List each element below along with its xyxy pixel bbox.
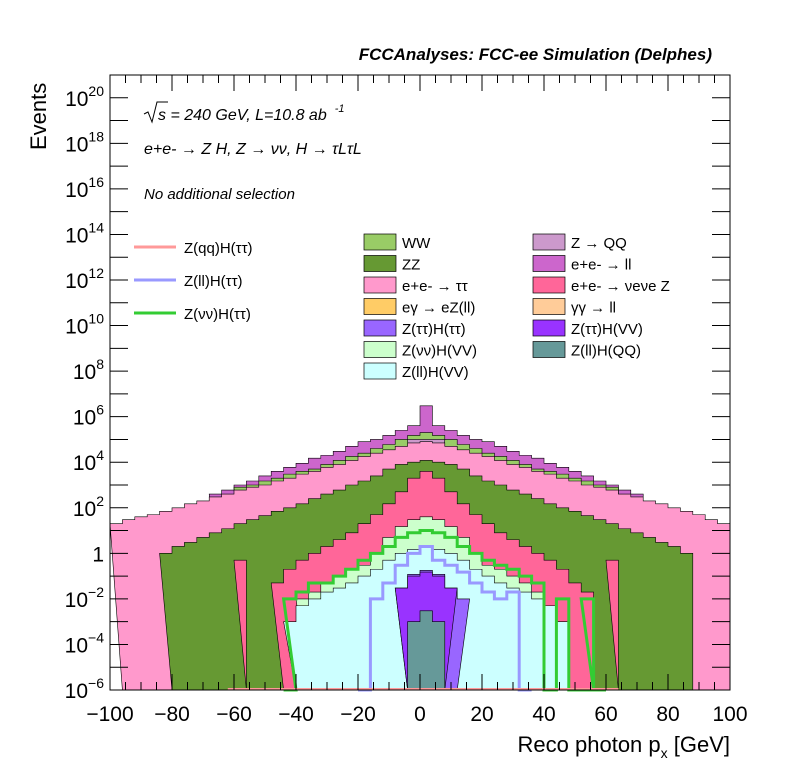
legend-label: Z(νν)H(VV) xyxy=(402,343,477,360)
x-tick-label: −20 xyxy=(340,703,376,726)
legend-label: Z(qq)H(ττ) xyxy=(184,240,253,257)
signal-z-h xyxy=(281,529,606,692)
legend-swatch-z-ll-h-vv xyxy=(363,362,397,380)
x-tick-label: −100 xyxy=(86,703,133,726)
legend-label: WW xyxy=(402,235,431,252)
legend-label: e+e- → ll xyxy=(571,257,631,274)
x-tick-label: 20 xyxy=(470,703,493,726)
legend-swatch-zz xyxy=(363,255,397,272)
x-tick-label: −40 xyxy=(278,703,314,726)
signal-histograms xyxy=(227,529,619,692)
y-tick-label: 1012 xyxy=(65,265,104,293)
chart-title: FCCAnalyses: FCC-ee Simulation (Delphes) xyxy=(359,45,713,64)
svg-text:s = 240 GeV, L=10.8 ab-1: s = 240 GeV, L=10.8 ab -1 xyxy=(158,103,345,124)
annotation-selection: No additional selection xyxy=(144,186,295,203)
annotation-process: e+e- → Z H, Z → νν, H → τLτL xyxy=(144,141,362,158)
y-tick-label: 10−6 xyxy=(65,675,105,703)
legend-label: Z(ττ)H(ττ) xyxy=(402,321,466,338)
signal-z-ll-h xyxy=(358,544,532,692)
y-tick-label: 1020 xyxy=(65,83,104,111)
legend-swatch-z-h-vv xyxy=(532,319,566,337)
y-tick-label: 106 xyxy=(73,402,104,430)
legend-label: Z → QQ xyxy=(571,235,627,252)
x-tick-label: 80 xyxy=(656,703,679,726)
legend-swatch-z-qq xyxy=(532,233,566,251)
legend-swatch-z-h xyxy=(363,319,397,337)
legend-swatch-e-e-e-e-z xyxy=(532,276,566,294)
legend-label: Z(ll)H(VV) xyxy=(402,364,469,381)
y-axis: 10−6 10−4 10−2 1 102 104 106 108 1010 1012 1014 101… xyxy=(65,74,730,703)
legend-label: ZZ xyxy=(402,257,420,274)
y-axis-label: Events xyxy=(26,83,51,150)
legend-swatch-e-ez-ll xyxy=(363,298,397,315)
x-tick-label: 100 xyxy=(712,703,747,726)
x-tick-label: 0 xyxy=(414,703,426,726)
y-tick-label: 104 xyxy=(73,447,104,475)
y-tick-label: 1016 xyxy=(65,174,104,202)
legend-swatch-e-e-ll xyxy=(532,255,566,272)
legend-signal: Z(qq)H(ττ) Z(ll)H(ττ) Z(νν)H(ττ) xyxy=(134,240,253,323)
y-tick-label: 1014 xyxy=(65,219,104,247)
y-tick-label: 1 xyxy=(92,543,104,566)
y-tick-label: 10−2 xyxy=(65,584,105,612)
legend-label: Z(ll)H(ττ) xyxy=(184,273,243,290)
legend-label: eγ → eZ(ll) xyxy=(402,300,475,317)
annotation-energy: s = 240 GeV, L=10.8 ab -1 xyxy=(143,101,345,124)
legend-swatch-e-e xyxy=(363,276,397,294)
legend-label: e+e- → νeνe Z xyxy=(571,278,670,295)
legend-swatch-ww xyxy=(363,233,397,251)
y-tick-label: 10−4 xyxy=(65,629,105,657)
x-tick-label: −80 xyxy=(154,703,190,726)
plot-area xyxy=(109,74,731,692)
y-tick-label: 1018 xyxy=(65,128,104,156)
x-tick-label: 60 xyxy=(594,703,617,726)
y-tick-label: 102 xyxy=(73,493,104,521)
legend-swatch-z-h-vv xyxy=(363,341,397,358)
sqrt-icon xyxy=(143,101,168,124)
x-axis: −100 −80 −60 −40 −20 0 20 40 60 80 100 xyxy=(86,75,748,726)
legend-label: Z(ll)H(QQ) xyxy=(571,343,641,360)
x-tick-label: 40 xyxy=(532,703,555,726)
legend-background: WW Z → QQ ZZ e+e- → ll e+e- → ττ e+e- → νeνe … xyxy=(363,233,670,381)
x-axis-label: Reco photon px [GeV] xyxy=(518,732,730,761)
y-tick-label: 1010 xyxy=(65,311,104,339)
legend-swatch-ll xyxy=(532,298,566,315)
legend-label: Z(νν)H(ττ) xyxy=(184,306,251,323)
legend-label: γγ → ll xyxy=(571,300,616,317)
y-tick-label: 108 xyxy=(73,356,104,384)
legend-swatch-z-ll-h-qq xyxy=(532,341,566,358)
legend-label: e+e- → ττ xyxy=(402,278,468,295)
x-tick-label: −60 xyxy=(216,703,252,726)
legend-label: Z(ττ)H(VV) xyxy=(571,321,643,338)
